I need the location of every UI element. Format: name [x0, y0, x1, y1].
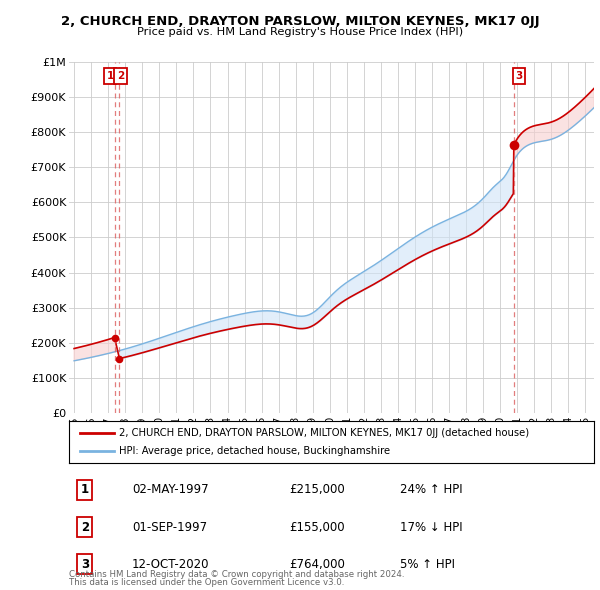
Text: 24% ↑ HPI: 24% ↑ HPI — [400, 483, 463, 497]
Text: 3: 3 — [515, 71, 523, 81]
Text: £215,000: £215,000 — [290, 483, 345, 497]
Text: 2, CHURCH END, DRAYTON PARSLOW, MILTON KEYNES, MK17 0JJ: 2, CHURCH END, DRAYTON PARSLOW, MILTON K… — [61, 15, 539, 28]
Text: 2, CHURCH END, DRAYTON PARSLOW, MILTON KEYNES, MK17 0JJ (detached house): 2, CHURCH END, DRAYTON PARSLOW, MILTON K… — [119, 428, 529, 438]
Text: 12-OCT-2020: 12-OCT-2020 — [132, 558, 209, 571]
Text: 2: 2 — [80, 520, 89, 534]
Text: 1: 1 — [80, 483, 89, 497]
Text: 01-SEP-1997: 01-SEP-1997 — [132, 520, 207, 534]
Text: £155,000: £155,000 — [290, 520, 345, 534]
Text: 5% ↑ HPI: 5% ↑ HPI — [400, 558, 455, 571]
Text: 1: 1 — [107, 71, 114, 81]
Text: This data is licensed under the Open Government Licence v3.0.: This data is licensed under the Open Gov… — [69, 578, 344, 587]
Text: HPI: Average price, detached house, Buckinghamshire: HPI: Average price, detached house, Buck… — [119, 446, 390, 456]
Text: 2: 2 — [116, 71, 124, 81]
Text: Price paid vs. HM Land Registry's House Price Index (HPI): Price paid vs. HM Land Registry's House … — [137, 27, 463, 37]
Text: 02-MAY-1997: 02-MAY-1997 — [132, 483, 209, 497]
Text: 3: 3 — [80, 558, 89, 571]
Text: Contains HM Land Registry data © Crown copyright and database right 2024.: Contains HM Land Registry data © Crown c… — [69, 570, 404, 579]
Text: £764,000: £764,000 — [290, 558, 346, 571]
Text: 17% ↓ HPI: 17% ↓ HPI — [400, 520, 463, 534]
